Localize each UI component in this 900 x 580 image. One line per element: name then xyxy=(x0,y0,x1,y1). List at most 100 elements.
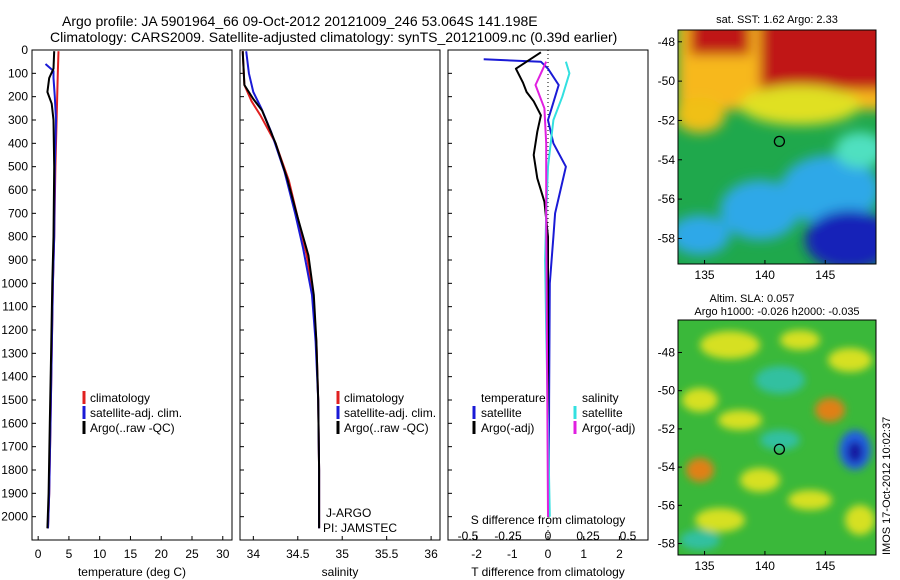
map-y-tick-label: -58 xyxy=(658,231,676,245)
legend-label-satellite: satellite-adj. clim. xyxy=(90,406,182,420)
depth-tick-label: 1000 xyxy=(1,276,28,290)
top-x-tick-label: -0.5 xyxy=(458,529,479,543)
temperature-ticks: 0 5 10 15 20 25 30 xyxy=(35,536,230,561)
x-tick-label: 10 xyxy=(93,547,107,561)
top-x-tick-label: 0.25 xyxy=(576,529,600,543)
difference-ticks: -2 -1 0 1 2 -0.5 -0.25 0 0.25 0.5 xyxy=(458,529,637,561)
top-x-tick-label: -0.25 xyxy=(494,529,522,543)
title-line-1: Argo profile: JA 5901964_66 09-Oct-2012 … xyxy=(62,13,538,29)
depth-tick-label: 2000 xyxy=(1,510,28,524)
x-tick-label: 20 xyxy=(155,547,169,561)
series-line xyxy=(241,51,321,529)
x-tick-label: 15 xyxy=(124,547,138,561)
sla-map-image xyxy=(678,320,876,555)
top-x-tick-label: 0 xyxy=(545,529,552,543)
legend-label-s-satellite: satellite xyxy=(582,406,623,420)
map-y-tick-label: -58 xyxy=(658,537,676,551)
map-x-tick-label: 135 xyxy=(695,559,715,573)
annotation-pi: PI: JAMSTEC xyxy=(323,521,397,535)
map-y-tick-label: -48 xyxy=(658,35,676,49)
difference-legend: temperature salinity satellite Argo(-adj… xyxy=(472,391,635,435)
x-tick-label: -2 xyxy=(471,547,482,561)
temperature-series xyxy=(44,51,60,529)
depth-tick-label: 100 xyxy=(8,66,28,80)
series-line xyxy=(514,51,549,517)
x-tick-label: 25 xyxy=(185,547,199,561)
x-tick-label: 30 xyxy=(216,547,230,561)
legend-label-argo: Argo(..raw -QC) xyxy=(344,421,429,435)
difference-series xyxy=(483,51,571,517)
x-tick-label: 34 xyxy=(247,547,261,561)
legend-label-satellite: satellite-adj. clim. xyxy=(344,406,436,420)
sla-map-title: Altim. SLA: 0.057 xyxy=(710,293,795,305)
depth-tick-label: 900 xyxy=(8,253,28,267)
legend-title-salinity: salinity xyxy=(582,391,619,405)
salinity-ticks: 34 34.5 35 35.5 36 xyxy=(247,536,438,561)
legend-label-climatology: climatology xyxy=(90,391,150,405)
map-y-tick-label: -52 xyxy=(658,113,676,127)
difference-xlabel: T difference from climatology xyxy=(471,565,625,579)
map-x-tick-label: 140 xyxy=(755,268,775,282)
x-tick-label: 1 xyxy=(580,547,587,561)
map-y-tick-label: -54 xyxy=(658,153,676,167)
depth-tick-label: 1200 xyxy=(1,323,28,337)
series-line xyxy=(483,58,567,517)
sla-map-frame xyxy=(677,319,877,556)
legend-label-argo: Argo(..raw -QC) xyxy=(90,421,175,435)
x-tick-label: 5 xyxy=(66,547,73,561)
sst-map-title: sat. SST: 1.62 Argo: 2.33 xyxy=(716,14,838,26)
temperature-legend: climatology satellite-adj. clim. Argo(..… xyxy=(82,391,182,435)
map-y-tick-label: -52 xyxy=(658,422,676,436)
map-y-tick-label: -56 xyxy=(658,498,676,512)
imos-timestamp: IMOS 17-Oct-2012 10:02:37 xyxy=(881,417,893,555)
depth-tick-label: 700 xyxy=(8,206,28,220)
legend-label-climatology: climatology xyxy=(344,391,404,405)
depth-ticks: 0 100 200 300 400 500 600 700 800 900 1000 1100 1200… xyxy=(1,43,452,524)
legend-title-temperature: temperature xyxy=(481,391,546,405)
depth-tick-label: 1100 xyxy=(2,300,28,314)
top-x-tick-label: 0.5 xyxy=(620,529,637,543)
x-tick-label: 35 xyxy=(336,547,350,561)
map-y-tick-label: -48 xyxy=(658,345,676,359)
x-tick-label: 34.5 xyxy=(286,547,310,561)
series-line xyxy=(534,61,549,517)
depth-tick-label: 0 xyxy=(21,43,28,57)
depth-tick-label: 1700 xyxy=(1,440,28,454)
x-tick-label: 0 xyxy=(35,547,42,561)
argo-position-marker xyxy=(773,135,786,148)
temperature-panel xyxy=(31,49,233,541)
salinity-panel xyxy=(239,49,441,541)
argo-position-marker xyxy=(773,443,786,455)
x-tick-label: 0 xyxy=(545,547,552,561)
series-line xyxy=(46,51,56,529)
legend-label-t-argo: Argo(-adj) xyxy=(481,421,534,435)
map-y-tick-label: -50 xyxy=(658,74,676,88)
temperature-xlabel: temperature (deg C) xyxy=(78,565,186,579)
depth-tick-label: 1600 xyxy=(1,416,28,430)
sst-map-frame xyxy=(677,29,877,265)
depth-tick-label: 300 xyxy=(8,113,28,127)
map-x-tick-label: 135 xyxy=(695,268,715,282)
salinity-legend: climatology satellite-adj. clim. Argo(..… xyxy=(323,391,436,535)
depth-tick-label: 200 xyxy=(8,90,28,104)
depth-tick-label: 600 xyxy=(8,183,28,197)
salinity-series xyxy=(241,51,321,529)
x-tick-label: 2 xyxy=(616,547,623,561)
map-x-tick-label: 145 xyxy=(815,559,835,573)
difference-xlabel-top: S difference from climatology xyxy=(471,513,626,527)
depth-tick-label: 1800 xyxy=(1,463,28,477)
annotation-j-argo: J-ARGO xyxy=(326,506,371,520)
salinity-xlabel: salinity xyxy=(322,565,359,579)
depth-tick-label: 1500 xyxy=(1,393,28,407)
depth-tick-label: 1900 xyxy=(1,486,28,500)
sst-map-ticks: 135 140 145 -48 -50 -52 -54 -56 -58 xyxy=(658,35,836,282)
x-tick-label: 36 xyxy=(424,547,438,561)
x-tick-label: 35.5 xyxy=(375,547,399,561)
depth-tick-label: 1400 xyxy=(1,370,28,384)
map-y-tick-label: -56 xyxy=(658,192,676,206)
x-tick-label: -1 xyxy=(507,547,518,561)
legend-label-s-argo: Argo(-adj) xyxy=(582,421,635,435)
sla-map-ticks: 135 140 145 -48 -50 -52 -54 -56 -58 xyxy=(658,345,836,573)
depth-tick-label: 500 xyxy=(8,160,28,174)
